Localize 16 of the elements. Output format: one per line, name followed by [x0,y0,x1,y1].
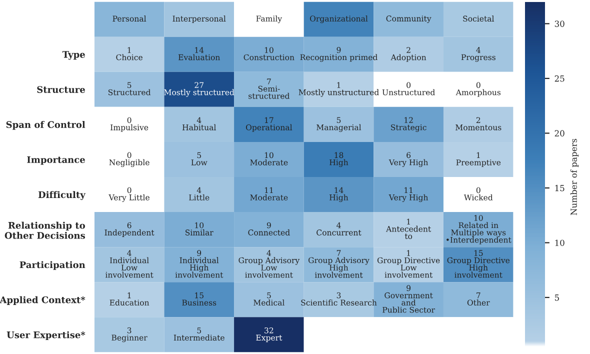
color-bar-label: 15 [555,184,564,192]
y-tick-label: Relationship to Other Decisions [4,222,86,239]
y-tick-label: Type [62,51,85,60]
color-bar-label: 20 [554,130,564,136]
color-bar-label: 10 [555,240,564,246]
y-tick-label: Difficulty [38,191,86,200]
y-tick-label: Structure [37,86,85,93]
y-tick-label: Participation [20,261,86,270]
y-tick-label: Importance [27,156,85,165]
color-bar-label: 30 [554,20,564,27]
color-bar-label: 25 [554,75,564,82]
y-tick-label: Span of Control [6,121,86,130]
color-bar-title: Number of papers [570,138,579,216]
y-tick-label: Applied Context* [0,296,86,305]
color-bar-label: 5 [555,294,559,301]
y-tick-label: User Expertise* [6,331,86,340]
